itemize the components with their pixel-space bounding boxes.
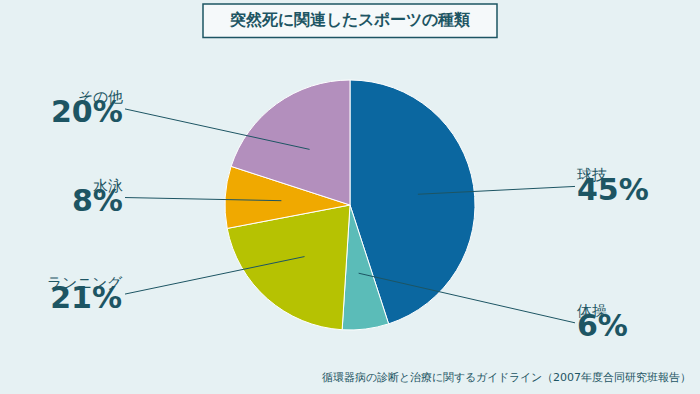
svg-text:その他20%: その他20% <box>51 88 123 129</box>
svg-text:循環器病の診断と治療に関するガイドライン（2007年度合同研: 循環器病の診断と治療に関するガイドライン（2007年度合同研究班報告） <box>322 371 691 384</box>
svg-text:球技45%: 球技45% <box>577 166 649 207</box>
svg-text:ランニング21%: ランニング21% <box>47 274 123 315</box>
svg-text:体操6%: 体操6% <box>577 302 628 343</box>
svg-text:水泳8%: 水泳8% <box>72 177 123 218</box>
svg-text:突然死に関連したスポーツの種類: 突然死に関連したスポーツの種類 <box>229 10 470 29</box>
